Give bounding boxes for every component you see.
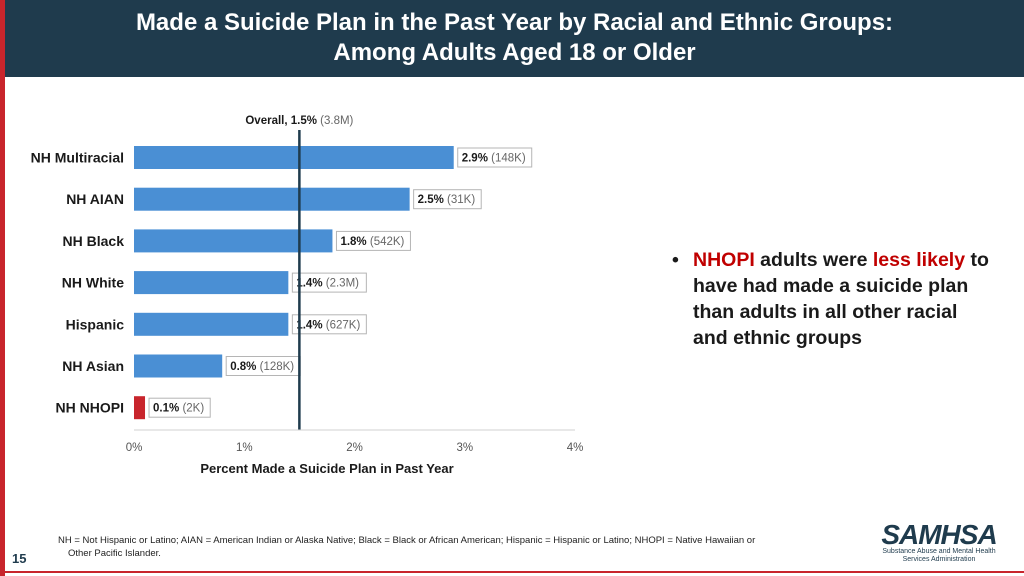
data-label-count: (148K) [491, 153, 526, 165]
category-label: NH Multiracial [31, 150, 124, 166]
data-label-value: 0.1% [153, 403, 182, 415]
data-label-box [413, 189, 482, 210]
data-label-value: 0.8% [230, 361, 259, 373]
overall-reference-count: (3.8M) [320, 115, 353, 127]
data-label-box [457, 147, 533, 168]
data-label-box [335, 230, 411, 251]
x-tick-label: 0% [126, 442, 143, 454]
overall-reference-value: Overall, 1.5% [245, 115, 320, 127]
x-tick-label: 4% [567, 442, 584, 454]
category-label: NH NHOPI [56, 400, 124, 416]
data-label: 0.8% (128K) [230, 361, 294, 373]
data-label: 1.4% (627K) [296, 319, 360, 331]
bar [134, 187, 410, 211]
footnote-line-1: NH = Not Hispanic or Latino; AIAN = Amer… [58, 535, 756, 546]
data-label: 2.5% (31K) [418, 194, 476, 206]
footnote: NH = Not Hispanic or Latino; AIAN = Amer… [58, 534, 858, 560]
bullet-marker: • [672, 249, 679, 271]
logo-wordmark: SAMHSA [881, 519, 997, 550]
x-tick-label: 2% [346, 442, 363, 454]
bar-chart-svg: NH Multiracial 2.9% (148K) NH AIAN 2.5% (31… [31, 115, 584, 476]
data-label-count: (128K) [260, 361, 295, 373]
category-label: NH Black [63, 233, 125, 249]
footnote-line-2: Other Pacific Islander. [68, 548, 161, 559]
logo-subtitle-2: Services Administration [902, 556, 976, 563]
x-tick-label: 1% [236, 442, 253, 454]
logo-subtitle-1: Substance Abuse and Mental Health [882, 548, 996, 555]
bullet-text: NHOPI adults were less likely to have ha… [693, 247, 993, 351]
data-label-count: (2K) [182, 403, 204, 415]
data-label-value: 2.9% [462, 153, 491, 165]
category-label: NH White [62, 275, 124, 291]
data-label: 0.1% (2K) [153, 403, 204, 415]
overall-reference-label: Overall, 1.5% (3.8M) [245, 115, 353, 127]
bottom-divider [0, 571, 1024, 573]
bullet-highlight-comparison: less likely [872, 249, 966, 271]
data-label-value: 1.8% [340, 236, 369, 248]
data-label-box [291, 314, 367, 335]
bar [134, 146, 454, 169]
data-label-box [148, 397, 211, 418]
data-label-count: (2.3M) [326, 278, 359, 290]
category-label: NH AIAN [66, 191, 124, 207]
x-axis-title: Percent Made a Suicide Plan in Past Year [200, 461, 453, 476]
page-number: 15 [12, 551, 27, 566]
data-label-count: (542K) [370, 236, 405, 248]
data-label: 1.8% (542K) [340, 236, 404, 248]
bar [134, 271, 289, 295]
bar [134, 396, 146, 420]
data-label-value: 1.4% [296, 319, 325, 331]
x-tick-label: 3% [456, 442, 473, 454]
left-accent-stripe [0, 0, 5, 576]
data-label-count: (627K) [326, 319, 361, 331]
bullet-text-part: adults were [754, 249, 873, 271]
slide-title-line-2: Among Adults Aged 18 or Older [333, 39, 696, 66]
category-label: Hispanic [66, 316, 125, 332]
bullet-highlight-group: NHOPI [693, 249, 755, 271]
bullet-text-part: to have had made a suicide plan than adu… [693, 249, 989, 349]
bar [134, 229, 333, 253]
bar [134, 312, 289, 336]
samhsa-logo: SAMHSA Substance Abuse and Mental Health… [878, 519, 1000, 568]
bar [134, 354, 223, 378]
slide-header: Made a Suicide Plan in the Past Year by … [5, 0, 1024, 77]
data-label-value: 1.4% [296, 278, 325, 290]
slide-title-line-1: Made a Suicide Plan in the Past Year by … [135, 9, 894, 36]
category-label: NH Asian [62, 358, 124, 374]
data-label-box [291, 272, 367, 293]
data-label: 1.4% (2.3M) [296, 278, 359, 290]
data-label: 2.9% (148K) [462, 153, 526, 165]
data-label-count: (31K) [447, 194, 475, 206]
bar-chart: NH Multiracial 2.9% (148K) NH AIAN 2.5% (31… [10, 100, 600, 490]
data-label-value: 2.5% [418, 194, 447, 206]
